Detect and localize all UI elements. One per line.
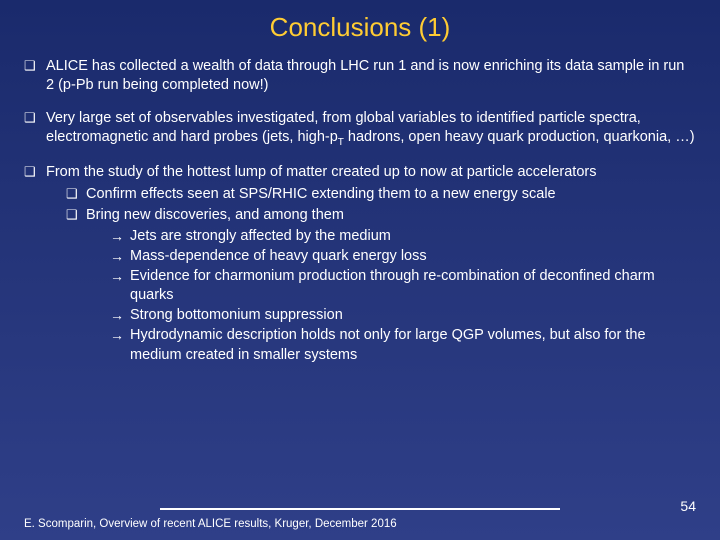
bullet-item: Very large set of observables investigat… xyxy=(24,109,696,149)
slide-title: Conclusions (1) xyxy=(24,12,696,43)
bullet-item: ALICE has collected a wealth of data thr… xyxy=(24,57,696,95)
bullet-item-l2: Confirm effects seen at SPS/RHIC extendi… xyxy=(24,185,696,204)
footer: E. Scomparin, Overview of recent ALICE r… xyxy=(24,508,696,530)
bullet-item-l3: Evidence for charmonium production throu… xyxy=(24,267,696,305)
bullet-item: From the study of the hottest lump of ma… xyxy=(24,163,696,182)
bullet-block: From the study of the hottest lump of ma… xyxy=(24,163,696,364)
bullet-item-l3: Mass-dependence of heavy quark energy lo… xyxy=(24,247,696,266)
footer-text: E. Scomparin, Overview of recent ALICE r… xyxy=(24,518,696,530)
bullet-item-l2: Bring new discoveries, and among them xyxy=(24,206,696,225)
slide-content: ALICE has collected a wealth of data thr… xyxy=(24,57,696,365)
bullet-text-post: hadrons, open heavy quark production, qu… xyxy=(344,129,695,145)
slide-container: Conclusions (1) ALICE has collected a we… xyxy=(0,0,720,540)
bullet-item-l3: Jets are strongly affected by the medium xyxy=(24,227,696,246)
bullet-item-l3: Strong bottomonium suppression xyxy=(24,306,696,325)
divider-line xyxy=(160,508,560,510)
bullet-item-l3: Hydrodynamic description holds not only … xyxy=(24,326,696,364)
